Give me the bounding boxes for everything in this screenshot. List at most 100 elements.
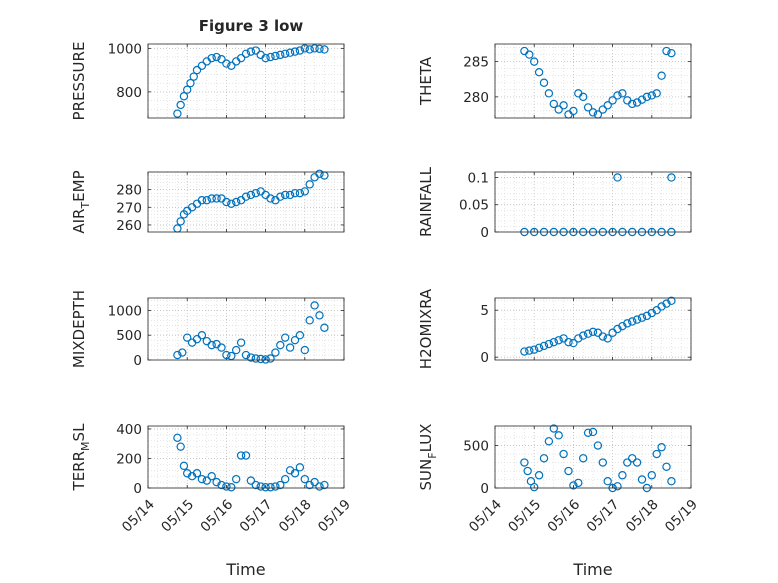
rainfall-ytick-label: 0.05 (459, 198, 489, 214)
terr_msl-point (217, 480, 226, 490)
theta-point (598, 105, 608, 114)
h2omixra-point (628, 317, 637, 326)
theta-point (667, 48, 676, 58)
rainfall-point (667, 173, 676, 182)
mixdepth-ytick-label: 0 (133, 353, 142, 369)
h2omixra-point (530, 345, 539, 354)
sun_flux-point (647, 471, 657, 480)
air_temp-point (207, 194, 216, 203)
mixdepth-point (266, 354, 275, 363)
pressure-point (310, 44, 319, 53)
h2omixra-point (623, 319, 632, 328)
mixdepth-point (217, 343, 226, 352)
h2omixra-ytick-label: 0 (480, 350, 489, 366)
sun_flux-axes-box (494, 425, 692, 489)
air_temp-point (222, 197, 231, 207)
pressure-ytick-label: 800 (116, 85, 142, 101)
theta-point (549, 99, 559, 109)
air_temp-point (276, 192, 285, 201)
terr_msl-xtick-label: 05/18 (276, 497, 315, 536)
sun_flux-point (549, 424, 559, 433)
sun_flux-point (520, 458, 529, 467)
theta-point (613, 91, 622, 100)
h2omixra-point (549, 337, 559, 347)
terr_msl-point (320, 480, 329, 490)
sun_flux-point (539, 454, 549, 463)
mixdepth-point (231, 345, 241, 355)
terr_msl-point (176, 442, 185, 451)
pressure-point (182, 85, 192, 94)
pressure-point (236, 53, 246, 63)
air_temp-point (266, 194, 275, 203)
pressure-point (179, 92, 189, 101)
sun_flux-point (637, 475, 647, 484)
theta-point (554, 105, 563, 114)
terr_msl-point (315, 482, 324, 491)
air_temp-point (227, 199, 236, 208)
terr_msl-point (197, 474, 207, 484)
pressure-point (241, 49, 251, 58)
pressure-point (197, 61, 207, 70)
pressure-point (217, 55, 226, 64)
h2omixra-point (525, 346, 534, 355)
sun_flux-point (583, 428, 593, 437)
theta-point (662, 46, 671, 56)
theta-point (588, 108, 598, 117)
air_temp-point (241, 192, 251, 201)
sun_flux-point (623, 458, 632, 467)
pressure-point (271, 51, 280, 61)
mixdepth-point (261, 355, 270, 364)
theta-point (534, 67, 544, 77)
sun_flux-point (603, 477, 612, 486)
theta-point (652, 89, 661, 98)
terr_msl-point (266, 483, 275, 492)
pressure-point (251, 46, 260, 55)
h2omixra-point (539, 341, 549, 351)
pressure-point (186, 78, 195, 88)
air_temp-point (231, 197, 241, 207)
mixdepth-point (305, 316, 314, 325)
pressure-point (320, 45, 329, 54)
pressure-point (173, 109, 182, 118)
theta-point (530, 57, 539, 66)
sun_flux-point (534, 471, 544, 480)
terr_msl-xtick-label: 05/14 (119, 497, 158, 536)
sun_flux-point (652, 449, 661, 459)
theta-point (603, 101, 612, 110)
theta-point (525, 50, 534, 59)
sun_flux-point (662, 462, 671, 471)
mixdepth-point (276, 340, 285, 350)
terr_msl-xlabel: Time (225, 560, 265, 579)
terr_msl-point (246, 476, 256, 485)
air_temp-point (197, 196, 207, 205)
sun_flux-point (613, 482, 622, 491)
sun_flux-point (554, 431, 563, 440)
pressure-point (176, 100, 185, 110)
sun_flux-point (579, 454, 588, 463)
sun_flux-point (530, 482, 539, 492)
pressure-point (266, 52, 275, 62)
terr_msl-ylabel: TERRMSL (70, 423, 92, 492)
sun_flux-xtick-label: 05/18 (623, 497, 662, 536)
mixdepth-point (173, 350, 182, 360)
h2omixra-point (598, 332, 608, 341)
h2omixra-point (554, 336, 563, 345)
terr_msl-point (261, 483, 270, 492)
h2omixra-axes-box (494, 297, 692, 361)
pressure-point (305, 45, 314, 54)
sun_flux-point (618, 471, 627, 480)
theta-point (569, 106, 578, 116)
theta-point (628, 99, 637, 109)
mixdepth-point (256, 354, 265, 364)
terr_msl-point (271, 482, 280, 491)
pressure-point (315, 44, 324, 53)
air_temp-axes-box (147, 171, 345, 233)
mixdepth-point (251, 354, 260, 363)
sun_flux-xtick-label: 05/19 (662, 497, 701, 536)
pressure-ytick-label: 1000 (108, 41, 142, 57)
mixdepth-point (236, 338, 246, 347)
rainfall-axes-box (494, 171, 692, 233)
pressure-axes-box (147, 43, 345, 119)
theta-point (559, 101, 568, 110)
